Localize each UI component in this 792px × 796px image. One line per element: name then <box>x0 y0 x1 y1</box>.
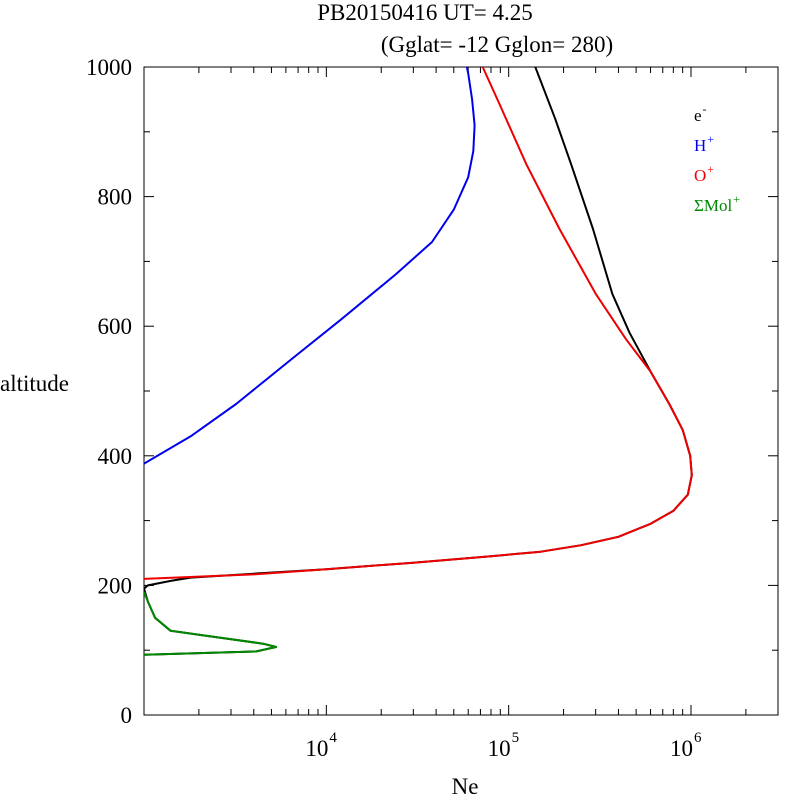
legend-entry-sup: + <box>707 132 714 146</box>
x-tick-label: 10 4 <box>305 730 337 761</box>
legend: e -H +O +ΣMol + <box>694 102 740 215</box>
legend-entry-sup: - <box>703 102 707 116</box>
y-tick-label: 0 <box>121 703 133 728</box>
legend-entry-sup: + <box>707 162 714 176</box>
y-tick-label: 1000 <box>86 55 132 80</box>
x-tick-label-exponent: 5 <box>512 730 520 746</box>
x-tick-label-base: 10 <box>488 736 511 761</box>
y-tick-label: 200 <box>98 573 133 598</box>
x-tick-label-exponent: 4 <box>329 730 337 746</box>
y-tick-label: 400 <box>98 444 133 469</box>
x-tick-label-base: 10 <box>305 736 328 761</box>
x-tick-label-base: 10 <box>670 736 693 761</box>
plot-frame <box>143 66 779 716</box>
x-tick-label-exponent: 6 <box>694 730 702 746</box>
legend-entry: e <box>694 106 702 125</box>
chart-subtitle: (Gglat= -12 Gglon= 280) <box>381 32 613 57</box>
series-lines <box>144 67 693 656</box>
series-line-3 <box>144 591 278 656</box>
y-tick-label: 800 <box>98 185 133 210</box>
series-line-1 <box>144 67 476 465</box>
y-tick-label: 600 <box>98 314 133 339</box>
axis-ticks <box>143 66 779 716</box>
legend-entry: H <box>694 136 706 155</box>
legend-entry: ΣMol <box>694 196 733 215</box>
series-line-2 <box>144 67 693 580</box>
x-axis-label: Ne <box>452 774 479 796</box>
chart-title: PB20150416 UT= 4.25 <box>317 0 533 25</box>
y-axis-label: altitude <box>0 371 69 396</box>
series-line-0 <box>144 67 693 656</box>
legend-entry-sup: + <box>733 192 740 206</box>
x-tick-label: 10 6 <box>670 730 702 761</box>
x-tick-label: 10 5 <box>488 730 520 761</box>
legend-entry: O <box>694 166 706 185</box>
